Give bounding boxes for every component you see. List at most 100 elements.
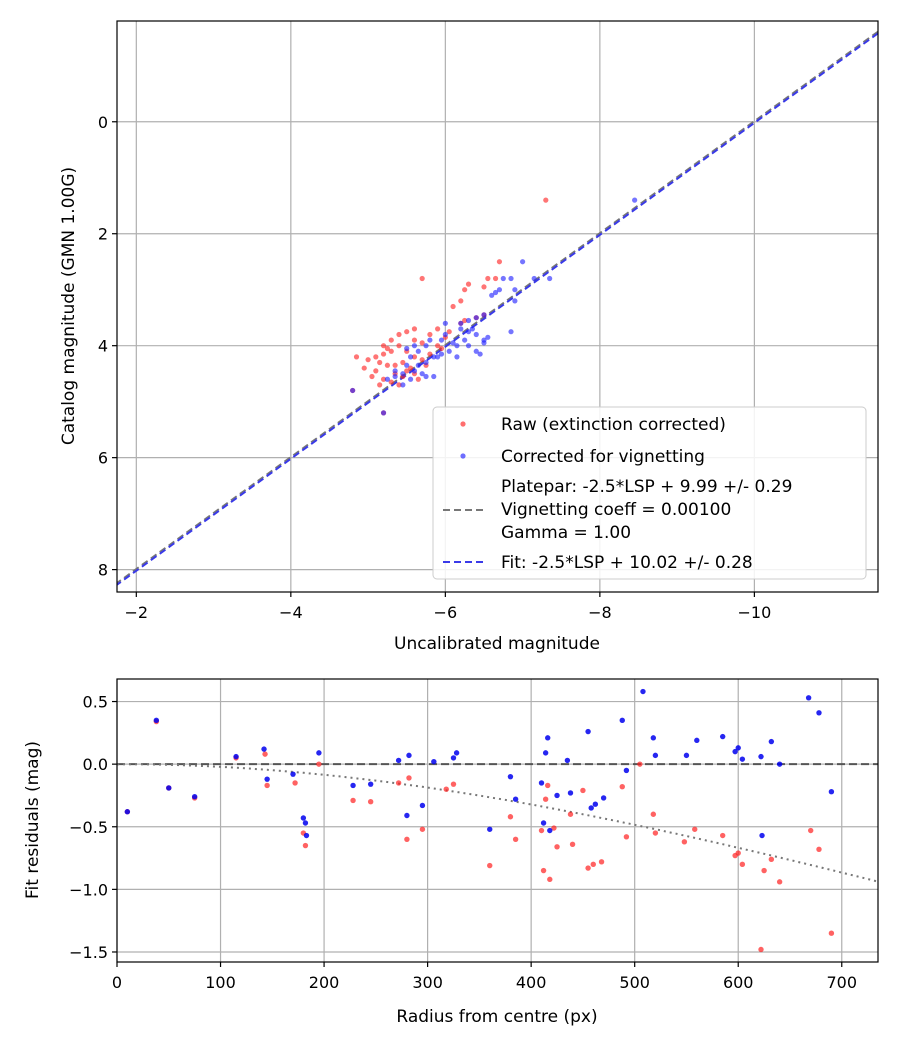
raw-residual-point xyxy=(681,839,688,845)
raw-point xyxy=(427,351,433,357)
raw-residual-point xyxy=(580,787,586,794)
corrected-residual-point xyxy=(623,767,630,774)
bottom-x-tick-label: 700 xyxy=(826,973,857,992)
corrected-residual-point xyxy=(567,790,574,796)
raw-residual-point xyxy=(367,799,374,805)
corrected-point xyxy=(431,373,437,380)
corrected-point xyxy=(411,368,418,374)
corrected-residual-point xyxy=(828,788,835,795)
raw-residual-point xyxy=(567,811,574,817)
corrected-residual-point xyxy=(816,710,822,716)
corrected-point xyxy=(508,329,514,335)
corrected-residual-point xyxy=(350,782,356,789)
corrected-point xyxy=(442,320,448,326)
corrected-residual-point xyxy=(758,753,764,760)
bottom-x-tick-label: 400 xyxy=(516,973,547,992)
corrected-residual-point xyxy=(619,717,625,724)
raw-point xyxy=(458,298,464,304)
raw-point xyxy=(462,317,468,324)
raw-residual-point xyxy=(828,930,835,936)
raw-point xyxy=(396,343,402,349)
corrected-residual-point xyxy=(395,757,402,764)
corrected-residual-point xyxy=(735,745,741,751)
raw-point xyxy=(450,303,456,310)
raw-residual-point xyxy=(264,782,270,789)
corrected-point xyxy=(454,354,460,360)
raw-residual-point xyxy=(404,836,410,842)
legend-corrected-marker xyxy=(460,453,466,459)
corrected-residual-point xyxy=(191,794,198,800)
raw-point xyxy=(404,368,410,374)
corrected-point xyxy=(438,351,445,357)
raw-residual-point xyxy=(350,797,356,804)
legend: Raw (extinction corrected) Corrected for… xyxy=(432,406,867,580)
raw-point xyxy=(396,382,402,388)
raw-residual-point xyxy=(540,867,547,874)
corrected-point xyxy=(442,331,448,338)
raw-point xyxy=(435,343,441,349)
bottom-plot-frame xyxy=(116,678,879,963)
corrected-residual-point xyxy=(805,695,812,701)
bottom-y-ticks: 0.5 0.0 −0.5 −1.0 −1.5 xyxy=(69,693,117,962)
raw-point xyxy=(377,382,383,388)
corrected-residual-point xyxy=(545,735,551,741)
raw-point xyxy=(411,326,418,332)
top-fit-lines xyxy=(116,30,879,586)
calibration-plot: −2 −4 −6 −8 −10 0 2 4 6 8 Uncalibrated magnitude… xyxy=(59,20,879,654)
corrected-residual-point xyxy=(554,792,560,799)
corrected-residual-point xyxy=(316,750,322,756)
raw-point xyxy=(365,357,371,363)
corrected-residual-point xyxy=(507,773,514,780)
corrected-point xyxy=(427,337,433,343)
raw-residual-point xyxy=(619,783,625,790)
corrected-point xyxy=(407,376,414,382)
top-x-ticks: −2 −4 −6 −8 −10 xyxy=(125,592,771,622)
corrected-point xyxy=(380,410,387,416)
corrected-point xyxy=(392,373,398,380)
corrected-point xyxy=(473,315,479,321)
raw-residual-point xyxy=(487,862,493,869)
vignetting-model-curve xyxy=(117,763,879,883)
raw-residual-point xyxy=(507,814,514,820)
corrected-residual-point xyxy=(732,748,738,755)
raw-point xyxy=(380,376,387,382)
raw-point xyxy=(543,197,549,203)
corrected-residual-point xyxy=(124,809,131,815)
corrected-residual-point xyxy=(487,826,493,832)
corrected-residual-point xyxy=(512,796,519,802)
raw-point xyxy=(373,354,379,360)
raw-residual-point xyxy=(652,830,659,836)
corrected-point xyxy=(400,382,406,388)
corrected-point xyxy=(384,376,391,382)
raw-point xyxy=(369,373,375,380)
raw-point xyxy=(481,284,487,290)
top-y-tick-label: 2 xyxy=(98,225,108,244)
residuals-plot: 0 100 200 300 400 500 600 700 0.5 0.0 −0.5 −1.0 −1.… xyxy=(23,678,879,1027)
top-scatter-points xyxy=(350,197,638,416)
corrected-point xyxy=(512,298,518,304)
corrected-residual-point xyxy=(542,750,549,756)
legend-platepar-label: Platepar: -2.5*LSP + 9.99 +/- 0.29 xyxy=(501,477,792,497)
corrected-point xyxy=(458,320,464,326)
corrected-point xyxy=(431,354,437,360)
corrected-point xyxy=(481,340,487,346)
corrected-point xyxy=(496,287,503,293)
raw-residual-point xyxy=(739,861,746,868)
raw-point xyxy=(388,348,394,354)
corrected-point xyxy=(500,275,506,282)
bottom-y-tick-label: −1.0 xyxy=(69,880,108,899)
bottom-y-tick-label: 0.0 xyxy=(83,755,108,774)
raw-residual-point xyxy=(538,827,545,834)
raw-point xyxy=(396,331,402,338)
raw-point xyxy=(377,359,383,366)
raw-point xyxy=(446,329,452,335)
bottom-grid xyxy=(116,679,878,962)
corrected-point xyxy=(547,275,553,282)
raw-point xyxy=(419,357,425,363)
raw-point xyxy=(373,368,379,374)
corrected-point xyxy=(415,348,421,354)
raw-point xyxy=(419,340,425,346)
raw-point xyxy=(411,337,418,343)
corrected-point xyxy=(415,362,421,368)
corrected-residual-point xyxy=(233,753,239,760)
